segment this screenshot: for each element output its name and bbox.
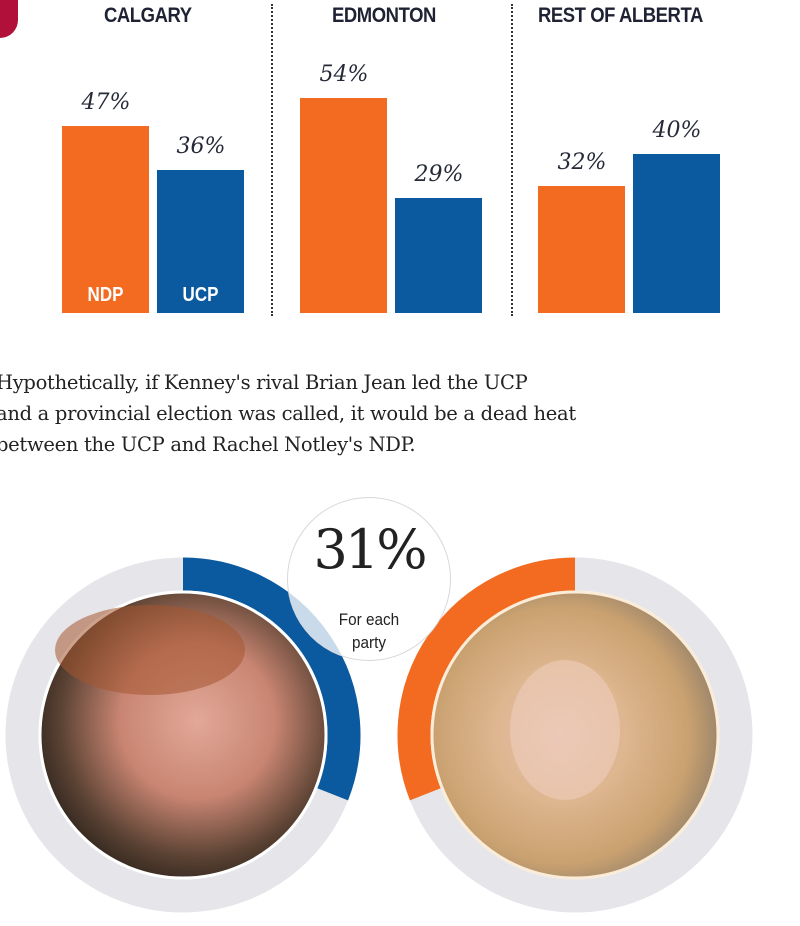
ring-arc-ucp bbox=[182, 557, 361, 801]
face-shape-right bbox=[510, 660, 620, 800]
callout-line-2: party bbox=[351, 633, 387, 652]
data-label-edmonton-ndp: 54% bbox=[319, 62, 369, 87]
caption-line-2: and a provincial election was called, it… bbox=[0, 402, 576, 425]
donut-ucp bbox=[5, 557, 361, 913]
caption-text: Hypothetically, if Kenney's rival Brian … bbox=[0, 367, 796, 460]
caption-line-1: Hypothetically, if Kenney's rival Brian … bbox=[0, 371, 528, 394]
callout-line-1: For each bbox=[338, 610, 400, 629]
callout-percentage: 31% bbox=[313, 518, 427, 581]
region-title-edmonton: EDMONTON bbox=[332, 4, 436, 27]
callout-bubble: 31% For each party bbox=[287, 497, 451, 661]
dotted-divider-2 bbox=[511, 4, 513, 316]
data-label-calgary-ndp: 47% bbox=[81, 89, 131, 115]
caption-line-3: between the UCP and Rachel Notley's NDP. bbox=[0, 433, 416, 456]
legend-label-ndp: NDP bbox=[87, 283, 124, 306]
hair-shape-left bbox=[55, 605, 245, 695]
data-label-edmonton-ucp: 29% bbox=[414, 161, 464, 187]
section-corner-tab bbox=[0, 0, 18, 38]
data-label-rest-of-alberta-ndp: 32% bbox=[557, 149, 607, 175]
region-title-calgary: CALGARY bbox=[104, 4, 192, 27]
ring-arc-ndp bbox=[397, 557, 576, 801]
legend-label-ucp: UCP bbox=[182, 283, 219, 306]
data-label-calgary-ucp: 36% bbox=[176, 133, 226, 159]
bar-edmonton-ucp bbox=[395, 197, 482, 313]
data-label-rest-of-alberta-ucp: 40% bbox=[652, 117, 702, 143]
bar-rest-of-alberta-ucp bbox=[633, 153, 720, 313]
callout-subtitle: For each party bbox=[296, 608, 442, 654]
donut-ndp bbox=[397, 557, 753, 913]
region-title-rest-of-alberta: REST OF ALBERTA bbox=[538, 4, 703, 27]
bar-rest-of-alberta-ndp bbox=[538, 185, 625, 313]
bar-calgary-ndp: NDP bbox=[62, 125, 149, 313]
dotted-divider-1 bbox=[271, 4, 273, 316]
bar-calgary-ucp: UCP bbox=[157, 169, 244, 313]
bar-edmonton-ndp bbox=[300, 98, 387, 313]
